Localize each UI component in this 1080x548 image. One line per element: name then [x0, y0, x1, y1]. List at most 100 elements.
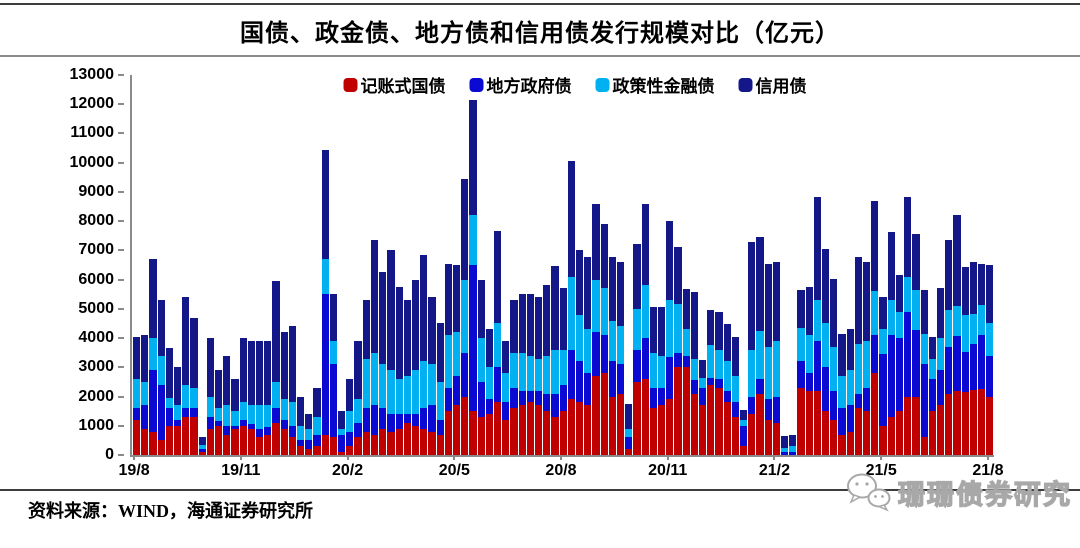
bar-segment: [288, 326, 297, 403]
bar-segment: [600, 288, 608, 336]
bar-segment: [370, 405, 379, 435]
stacked-bar: [895, 75, 904, 455]
stacked-bar: [682, 75, 690, 455]
bar-segment: [534, 297, 543, 359]
bar-segment: [411, 414, 420, 426]
bar-segment: [436, 381, 444, 420]
stacked-bar: [387, 75, 395, 455]
bar-segment: [592, 332, 600, 377]
bar-segment: [920, 437, 928, 455]
bar-segment: [149, 338, 157, 371]
bar-segment: [797, 290, 805, 328]
bar-segment: [288, 425, 297, 438]
bar-segment: [329, 437, 338, 455]
y-axis-labels: 13000 12000 11000 10000 9000 8000 7000 6000 5000…: [0, 66, 124, 463]
bar-segment: [174, 367, 182, 406]
stacked-bar: [329, 75, 338, 455]
stacked-bar: [674, 75, 682, 455]
source-text: 资料来源：WIND，海通证券研究所: [28, 501, 314, 521]
stacked-bar: [370, 75, 379, 455]
x-tick-mark: [880, 456, 883, 460]
bar-segment: [986, 396, 994, 455]
bar-segment: [280, 428, 288, 455]
bar-segment: [748, 396, 756, 415]
bar-segment: [182, 384, 190, 409]
bar-segment: [206, 428, 215, 455]
bar-segment: [666, 221, 674, 301]
bar-segment: [887, 417, 895, 455]
bar-segment: [379, 428, 387, 455]
stacked-bar: [813, 75, 822, 455]
x-tick-mark: [773, 456, 776, 460]
bar-segment: [616, 326, 625, 365]
bar-segment: [895, 411, 904, 455]
legend-item-3: 信用债: [738, 72, 807, 97]
stacked-bar: [789, 75, 797, 455]
y-tick-mark: [118, 161, 124, 164]
stacked-bar: [928, 75, 936, 455]
bar-segment: [961, 351, 969, 392]
bar-segment: [625, 437, 633, 450]
footer-rule: [0, 489, 1080, 491]
y-tick-label: 12000: [69, 95, 115, 113]
x-tick-label: 21/8: [972, 462, 1004, 479]
bar-segment: [616, 364, 625, 394]
bar-segment: [174, 425, 182, 455]
bar-segment: [928, 379, 936, 412]
bar-segment: [518, 294, 526, 353]
bar-segment: [707, 310, 715, 346]
bar-segment: [403, 414, 411, 423]
bar-segment: [206, 338, 215, 397]
bar-segment: [977, 335, 986, 389]
bar-segment: [879, 329, 887, 355]
bar-segment: [198, 444, 206, 450]
bar-segment: [797, 361, 805, 388]
bar-segment: [936, 338, 945, 371]
bar-segment: [190, 417, 198, 455]
stacked-bar: [403, 75, 411, 455]
bar-segment: [969, 390, 977, 455]
bar-segment: [370, 434, 379, 455]
stacked-bar: [362, 75, 370, 455]
bar-segment: [247, 341, 256, 406]
y-tick-mark: [118, 220, 124, 223]
bar-segment: [871, 200, 879, 292]
bar-segment: [838, 434, 846, 455]
bar-segment: [141, 335, 149, 382]
stacked-bar: [625, 75, 633, 455]
bar-segment: [699, 377, 707, 388]
bar-segment: [502, 402, 510, 420]
y-tick-label: 2000: [78, 387, 114, 405]
plot-area: [130, 75, 994, 457]
bar-segment: [543, 411, 551, 455]
bar-segment: [280, 419, 288, 429]
bar-segment: [256, 437, 264, 455]
bar-segment: [649, 352, 657, 388]
bar-segment: [206, 396, 215, 418]
y-tick-label: 8000: [78, 212, 114, 230]
x-tick-mark: [346, 456, 349, 460]
bar-segment: [354, 422, 362, 438]
bar-segment: [526, 294, 534, 356]
bar-segment: [411, 425, 420, 455]
stacked-bar: [666, 75, 674, 455]
bar-segment: [986, 265, 994, 324]
bar-segment: [887, 300, 895, 336]
bar-segment: [575, 402, 584, 455]
bar-segment: [953, 305, 961, 336]
bar-segment: [534, 405, 543, 455]
bar-segment: [772, 262, 781, 342]
bar-segment: [838, 376, 846, 409]
y-tick-mark: [118, 278, 124, 281]
bar-segment: [395, 428, 403, 455]
bar-segment: [936, 370, 945, 406]
bar-segment: [329, 294, 338, 342]
bar-segment: [403, 300, 411, 377]
bar-segment: [969, 262, 977, 314]
bar-segment: [493, 402, 502, 455]
bar-segment: [428, 405, 436, 432]
bar-segment: [157, 300, 165, 356]
bar-segment: [936, 288, 945, 339]
legend-marker-icon: [738, 77, 753, 92]
bar-segment: [469, 215, 477, 266]
